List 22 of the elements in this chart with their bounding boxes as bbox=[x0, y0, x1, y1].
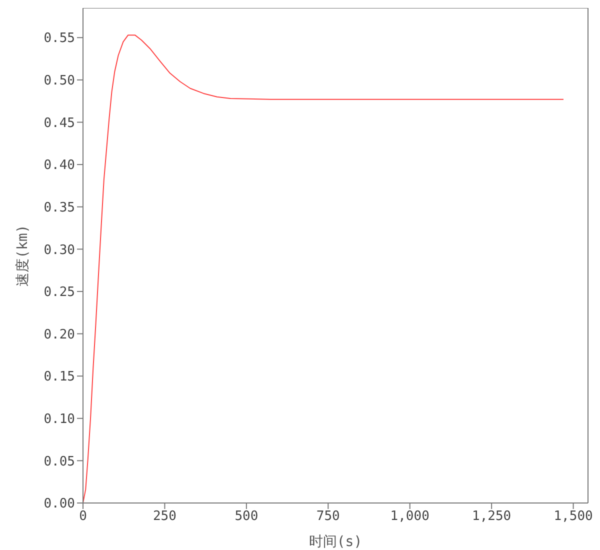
y-axis-title: 速度(km) bbox=[14, 224, 31, 286]
x-tick-label: 1,000 bbox=[390, 509, 430, 524]
y-tick-label: 0.55 bbox=[44, 31, 75, 46]
y-tick-label: 0.10 bbox=[44, 412, 75, 427]
y-tick-label: 0.30 bbox=[44, 242, 75, 258]
x-tick-label: 0 bbox=[79, 509, 87, 524]
y-tick-label: 0.40 bbox=[44, 158, 75, 174]
y-tick-label: 0.35 bbox=[44, 200, 75, 216]
y-tick-label: 0.15 bbox=[44, 370, 75, 385]
y-tick-label: 0.05 bbox=[44, 454, 75, 470]
x-tick-label: 750 bbox=[316, 509, 340, 524]
y-tick-label: 0.00 bbox=[44, 496, 75, 512]
line-series bbox=[83, 34, 564, 503]
x-tick-label: 500 bbox=[234, 509, 258, 524]
x-tick-label: 250 bbox=[152, 509, 176, 524]
y-tick-label: 0.20 bbox=[44, 327, 75, 342]
y-tick-label: 0.45 bbox=[44, 116, 75, 131]
x-tick-label: 1,500 bbox=[554, 509, 593, 524]
y-tick-label: 0.50 bbox=[44, 74, 75, 89]
x-axis-title: 时间(s) bbox=[308, 534, 362, 550]
y-tick-label: 0.25 bbox=[44, 285, 75, 300]
x-tick-label: 1,250 bbox=[472, 509, 512, 524]
